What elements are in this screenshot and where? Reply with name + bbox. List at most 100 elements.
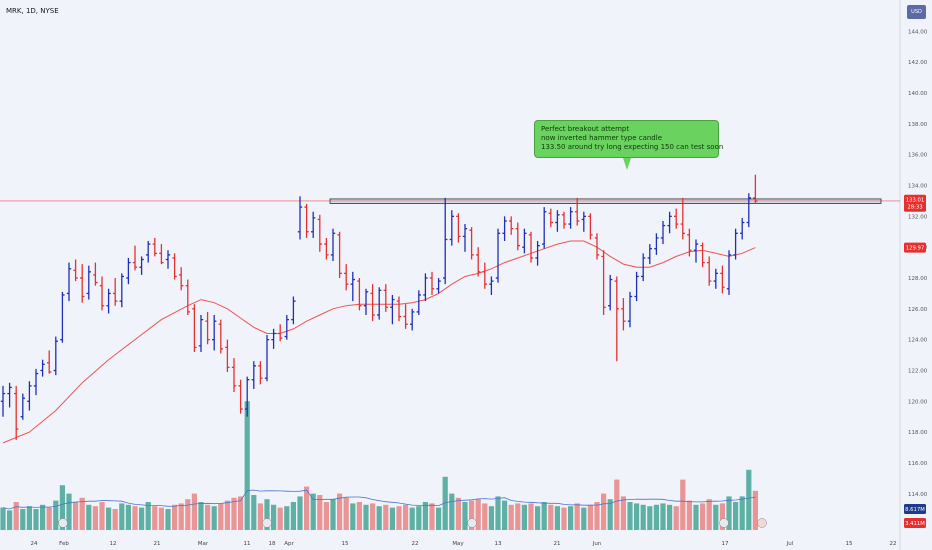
volume-bar: [290, 502, 296, 530]
ohlc-bar: [654, 233, 659, 255]
ohlc-bar: [225, 339, 230, 373]
ohlc-bar: [212, 314, 217, 351]
volume-bar: [680, 479, 686, 530]
volume-bar: [0, 507, 6, 530]
volume-bar: [508, 504, 514, 530]
volume-bar: [640, 504, 646, 530]
volume-bar: [99, 502, 105, 530]
x-tick-label: Jul: [786, 541, 794, 547]
ohlc-bar: [429, 271, 435, 295]
ohlc-bar: [363, 288, 369, 315]
ohlc-bar: [383, 284, 388, 312]
volume-bar: [350, 503, 356, 530]
volume-bar: [40, 504, 46, 530]
volume-bar: [634, 503, 640, 530]
volume-bar: [7, 510, 13, 530]
volume-bar: [26, 506, 32, 530]
ohlc-bar: [291, 296, 296, 325]
volume-bar: [383, 504, 389, 530]
x-tick-label: 12: [110, 541, 117, 547]
ohlc-bar: [707, 256, 712, 286]
ohlc-bar: [423, 273, 428, 302]
volume-bar: [198, 502, 204, 530]
ohlc-bar: [271, 328, 276, 349]
volume-bar: [733, 502, 739, 530]
volume-bar: [620, 496, 626, 530]
volume-bar: [238, 496, 244, 530]
ohlc-bar: [502, 216, 507, 242]
ohlc-bar: [80, 264, 85, 303]
ohlc-bar: [53, 336, 58, 376]
ohlc-bar: [700, 242, 705, 268]
ohlc-bar: [113, 278, 118, 306]
volume-bar: [528, 503, 534, 530]
ohlc-bar: [245, 376, 250, 417]
y-tick-label: 138.00: [908, 122, 928, 128]
ma-price-value: 129.97: [906, 246, 925, 252]
annotation-note[interactable]: Perfect breakout attempt now inverted ha…: [534, 120, 723, 158]
symbol-label[interactable]: MRK, 1D, NYSE: [6, 7, 59, 15]
volume-bar: [455, 497, 461, 530]
ohlc-bar: [27, 381, 32, 411]
ohlc-bar: [60, 291, 65, 343]
ohlc-bar: [146, 241, 151, 263]
volume-bar: [574, 503, 580, 530]
x-tick-label: May: [452, 541, 464, 547]
ohlc-bar: [99, 276, 105, 311]
x-tick-label: 24: [31, 541, 38, 547]
ohlc-bar: [687, 228, 692, 257]
volume-bar: [627, 502, 633, 530]
ohlc-bar: [660, 220, 666, 245]
ohlc-bar: [443, 197, 448, 285]
volume-bar: [614, 479, 620, 530]
ohlc-bar: [14, 385, 19, 440]
ohlc-bar: [7, 382, 12, 408]
y-tick-label: 118.00: [908, 430, 928, 436]
annotation-line-1: Perfect breakout attempt: [541, 125, 630, 133]
volume-bar: [673, 506, 679, 530]
volume-bar: [20, 509, 26, 530]
ohlc-bar: [33, 368, 39, 396]
last-price-badge: [904, 194, 926, 212]
volume-bar: [158, 507, 164, 530]
ohlc-bar: [218, 319, 223, 354]
volume-bar: [667, 504, 673, 530]
y-tick-label: 122.00: [908, 368, 928, 374]
ohlc-bar: [588, 213, 593, 240]
ohlc-bar: [324, 237, 329, 260]
ohlc-bar: [396, 296, 402, 322]
ohlc-bar: [126, 257, 131, 285]
ohlc-bar: [634, 271, 639, 302]
ohlc-bar: [548, 208, 553, 228]
volume-bar: [323, 502, 329, 530]
volume-bar: [33, 509, 39, 530]
volume-bar: [469, 500, 475, 530]
ohlc-bar: [311, 211, 316, 238]
ohlc-bar: [192, 304, 197, 352]
volume-bar: [488, 506, 494, 530]
volume-bar: [752, 490, 758, 530]
volume-bar: [185, 499, 191, 530]
volume-bar: [482, 503, 488, 530]
volume-bar: [271, 504, 277, 530]
ohlc-bar: [165, 250, 171, 269]
currency-badge[interactable]: USD: [907, 5, 926, 19]
ohlc-bar: [40, 359, 45, 377]
ohlc-bar: [608, 274, 613, 311]
volume-bar: [429, 503, 435, 530]
volume-bar: [277, 507, 283, 530]
volume-bar: [416, 506, 422, 530]
x-tick-label: Jun: [592, 541, 602, 547]
ohlc-bar: [693, 239, 699, 263]
volume-bar: [568, 506, 574, 530]
volume-ma-badge: [904, 518, 926, 528]
volume-bar: [647, 506, 653, 530]
volume-badge: [904, 504, 926, 514]
ohlc-bar: [416, 290, 421, 315]
y-tick-label: 128.00: [908, 276, 928, 282]
volume-bar: [92, 506, 98, 530]
ohlc-bar: [535, 241, 540, 266]
volume-bar: [125, 504, 131, 530]
y-tick-label: 136.00: [908, 153, 928, 159]
